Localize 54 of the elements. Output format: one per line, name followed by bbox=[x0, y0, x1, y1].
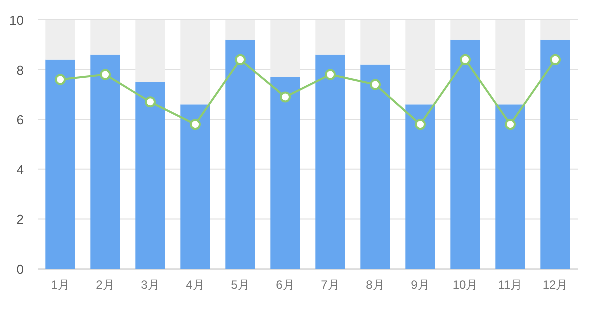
y-tick-label: 2 bbox=[16, 212, 24, 228]
point bbox=[505, 119, 516, 130]
point bbox=[415, 119, 426, 130]
y-tick-label: 8 bbox=[16, 62, 24, 78]
y-tick-label: 0 bbox=[16, 262, 24, 277]
point bbox=[145, 96, 156, 108]
x-tick-label: 6月 bbox=[276, 278, 295, 292]
bar bbox=[540, 20, 570, 40]
point bbox=[235, 54, 246, 66]
point bbox=[550, 54, 561, 66]
x-tick-label: 7月 bbox=[321, 278, 340, 292]
y-tick-label: 10 bbox=[10, 13, 24, 28]
bar bbox=[406, 20, 436, 105]
x-tick-label: 11月 bbox=[498, 278, 523, 292]
x-tick-label: 5月 bbox=[231, 278, 250, 292]
point bbox=[325, 69, 336, 80]
bar bbox=[226, 20, 256, 40]
x-tick-label: 10月 bbox=[452, 278, 478, 292]
bar bbox=[136, 82, 166, 269]
bar bbox=[270, 20, 300, 78]
point bbox=[370, 79, 381, 90]
x-tick-label: 12月 bbox=[542, 278, 568, 292]
x-tick-label: 8月 bbox=[366, 278, 385, 292]
bar bbox=[226, 40, 256, 269]
bar bbox=[46, 60, 76, 269]
bar bbox=[496, 104, 526, 269]
bar bbox=[46, 20, 76, 60]
bar bbox=[180, 104, 210, 269]
point bbox=[190, 119, 201, 130]
bar bbox=[406, 104, 436, 269]
bar bbox=[90, 20, 120, 55]
x-tick-label: 4月 bbox=[186, 278, 205, 292]
bar bbox=[360, 20, 390, 65]
bar bbox=[90, 54, 120, 269]
x-tick-label: 2月 bbox=[96, 278, 115, 292]
bar bbox=[360, 64, 390, 269]
bar bbox=[180, 20, 210, 105]
point bbox=[280, 92, 291, 103]
point bbox=[55, 74, 66, 86]
bar bbox=[316, 54, 346, 269]
bar bbox=[540, 40, 570, 269]
bar bbox=[316, 20, 346, 55]
bar bbox=[450, 20, 480, 40]
bar bbox=[270, 77, 300, 269]
x-tick-label: 3月 bbox=[141, 278, 160, 292]
bar bbox=[450, 40, 480, 269]
point bbox=[100, 69, 111, 80]
point bbox=[460, 54, 471, 66]
y-tick-label: 4 bbox=[16, 162, 24, 178]
x-tick-label: 9月 bbox=[411, 278, 430, 292]
y-tick-label: 6 bbox=[16, 112, 24, 128]
bar bbox=[496, 20, 526, 105]
x-tick-label: 1月 bbox=[51, 278, 70, 292]
bar bbox=[136, 20, 166, 82]
